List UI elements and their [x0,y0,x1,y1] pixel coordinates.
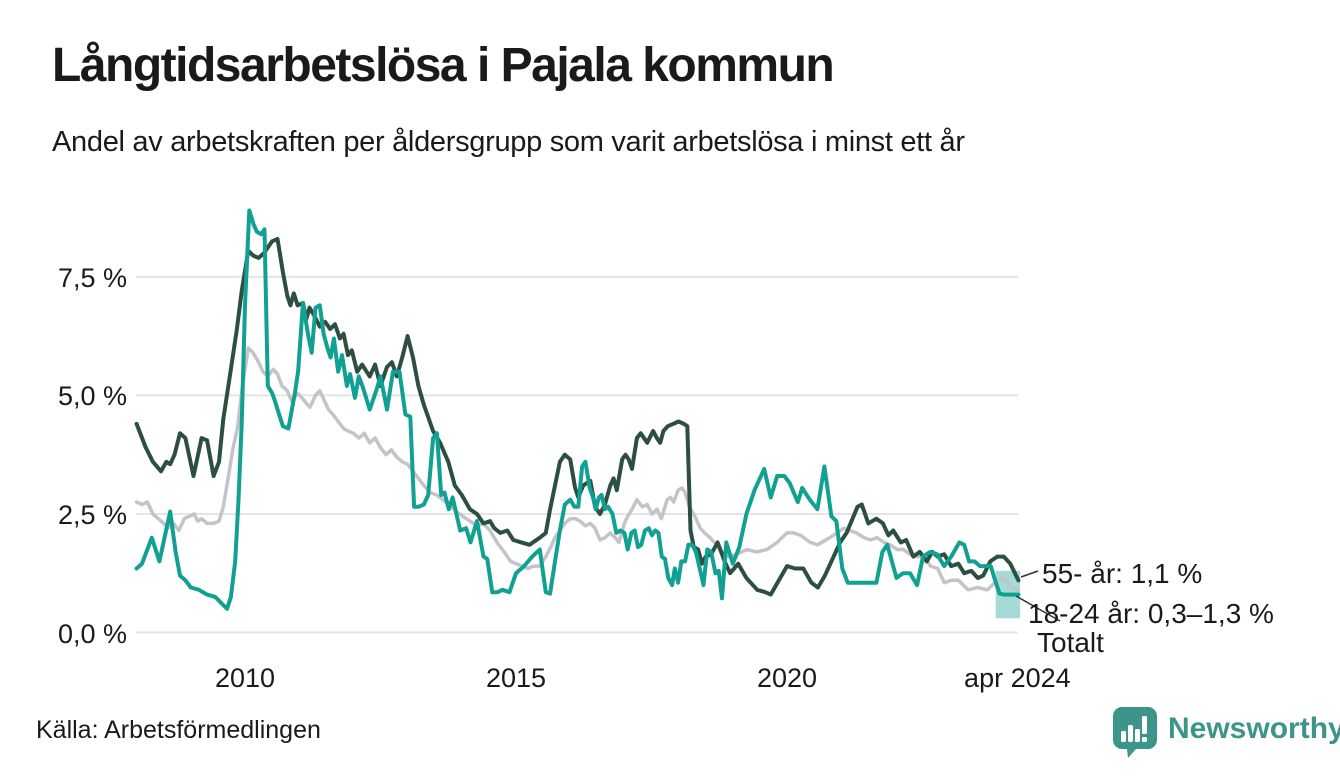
x-tick-label: 2010 [214,663,276,693]
x-tick-label: 2020 [756,663,818,693]
connector-55-ar [1020,570,1039,578]
annotation-18-24-ar: 18-24 år: 0,3–1,3 % [1028,598,1274,629]
newsworthy-logo-icon [1113,707,1157,758]
series-line-18-24-r [134,208,1021,611]
newsworthy-brand-name: Newsworthy [1168,712,1340,745]
y-tick-label: 5,0 % [57,381,127,412]
annotation-55-ar: 55- år: 1,1 % [1042,558,1203,589]
x-tick-label: 2015 [485,663,547,693]
chart-subtitle: Andel av arbetskraften per åldersgrupp s… [52,126,965,158]
annotation-totalt: Totalt [1037,627,1104,658]
y-tick-label: 2,5 % [57,499,127,530]
chart-title: Långtidsarbetslösa i Pajala kommun [52,39,835,92]
series-line-55-r [134,236,1021,597]
newsworthy-brand: Newsworthy [1112,706,1340,758]
y-tick-label: 0,0 % [57,618,127,649]
source-note: Källa: Arbetsförmedlingen [36,716,321,744]
connector-18-24-ar [1015,595,1061,622]
y-tick-label: 7,5 % [57,262,127,293]
x-tick-label: apr 2024 [964,663,1071,693]
